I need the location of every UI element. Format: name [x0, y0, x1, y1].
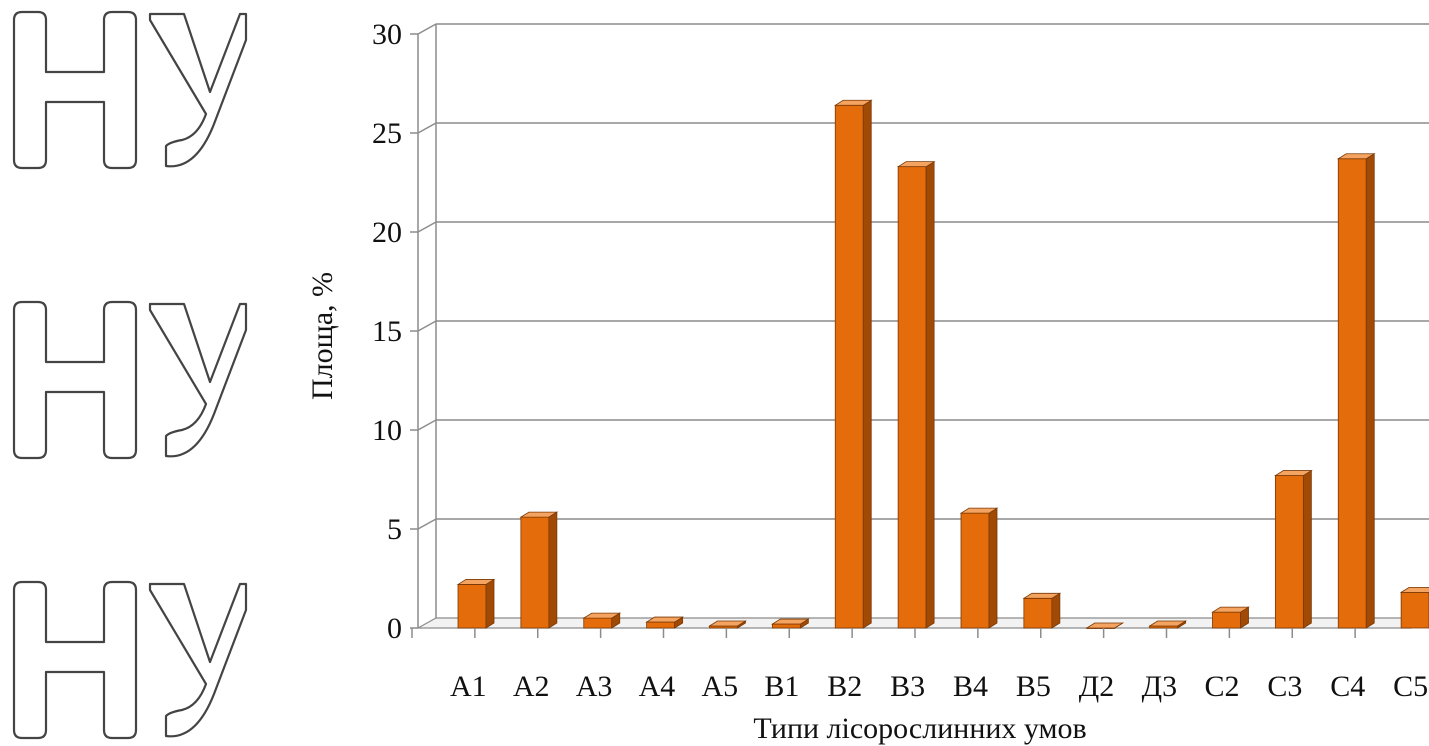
- bar-front: [520, 516, 550, 629]
- y-tick-label: 10: [372, 414, 402, 447]
- bar-side: [548, 511, 558, 629]
- bar-side: [988, 507, 998, 629]
- x-tick-label: A5: [702, 670, 739, 703]
- bar-side: [1302, 469, 1312, 629]
- watermark-letter-n: [12, 300, 138, 460]
- bar-top: [1148, 620, 1188, 627]
- bar-front: [771, 623, 801, 629]
- x-tick-label: A4: [639, 670, 676, 703]
- x-tick-label: B3: [890, 670, 925, 703]
- bar-front: [457, 584, 487, 629]
- bar-B5: [1022, 592, 1062, 629]
- bar-front: [1274, 475, 1304, 629]
- bar-top: [959, 507, 999, 514]
- bar-side: [1051, 592, 1061, 629]
- bar-B4: [959, 507, 999, 629]
- gridline-diagonal: [417, 419, 437, 431]
- bar-C3: [1273, 469, 1313, 629]
- bar-top: [645, 616, 685, 623]
- x-tick-label: Д3: [1142, 670, 1177, 703]
- x-tick-labels: A1 A2 A3 A4 A5 B1 B2 B3 B4 B5 Д2 Д3 C2 C3 C4 C5: [411, 628, 1428, 703]
- gridline-diagonal: [417, 518, 437, 530]
- watermark-logo: [12, 580, 248, 740]
- y-tick-label: 0: [387, 612, 402, 645]
- bar-Д2: [1085, 622, 1125, 629]
- bar-front: [1337, 158, 1367, 629]
- bar-side: [485, 578, 495, 629]
- y-tick-label: 5: [387, 513, 402, 546]
- bar-top: [1211, 606, 1250, 613]
- bar-front: [960, 512, 990, 629]
- bar-top: [1336, 153, 1376, 160]
- x-tick-label: C4: [1330, 670, 1365, 703]
- gridline-diagonal: [417, 122, 437, 134]
- bar-top: [1022, 592, 1062, 599]
- y-tick-label: 25: [372, 117, 402, 150]
- x-tick-label: A2: [513, 670, 550, 703]
- bar-B3: [896, 160, 936, 629]
- gridline-diagonal: [417, 320, 437, 332]
- x-axis-title: Типи лісорослинних умов: [753, 712, 1086, 745]
- bar-A3: [582, 612, 622, 629]
- bar-top: [708, 620, 747, 627]
- bar-front: [897, 166, 927, 629]
- y-axis-title: Площа, %: [306, 272, 339, 400]
- y-tick-labels: 0 5 10 15 20 25 30: [372, 18, 402, 645]
- bar-side: [1365, 153, 1375, 629]
- bar-side: [925, 160, 935, 629]
- bar-front: [834, 104, 864, 629]
- bar-B1: [770, 618, 810, 629]
- watermark-letter-u: [148, 302, 248, 458]
- x-tick-label: Д2: [1079, 670, 1114, 703]
- bar-top: [1399, 586, 1429, 593]
- bar-front: [1212, 611, 1241, 629]
- bar-top: [833, 99, 873, 106]
- bar-top: [582, 612, 622, 619]
- watermark-letter-n: [12, 580, 138, 740]
- gridline-diagonal: [417, 23, 437, 35]
- gridline-diagonal: [417, 221, 437, 233]
- bar-B2: [833, 99, 873, 629]
- bar-A4: [645, 616, 685, 629]
- y-tick-label: 20: [372, 216, 402, 249]
- y-tick-label: 30: [372, 18, 402, 51]
- watermark-letter-n: [12, 10, 138, 170]
- watermark-letter-u: [148, 12, 248, 168]
- watermark-logo: [12, 300, 248, 460]
- x-tick-label: B1: [764, 670, 799, 703]
- watermark-group: [12, 10, 248, 740]
- y-tick-label: 15: [372, 315, 402, 348]
- x-tick-label: A3: [576, 670, 613, 703]
- bar-C5: [1399, 586, 1429, 629]
- bar-top: [1085, 622, 1125, 629]
- x-tick-label: B4: [953, 670, 988, 703]
- bar-Д3: [1148, 620, 1188, 629]
- bar-front: [583, 617, 613, 629]
- watermark-logo: [12, 10, 248, 170]
- bar-A2: [519, 511, 559, 629]
- bar-front: [646, 621, 676, 629]
- x-tick-label: C2: [1205, 670, 1240, 703]
- x-tick-label: B2: [827, 670, 862, 703]
- bar-C2: [1211, 606, 1250, 629]
- bar-A1: [456, 578, 496, 629]
- watermark-letter-u: [148, 582, 248, 738]
- x-tick-label: C3: [1267, 670, 1302, 703]
- bar-C4: [1336, 153, 1376, 629]
- bar-top: [1273, 470, 1313, 476]
- bar-top: [770, 618, 810, 625]
- bar-A5: [708, 620, 747, 629]
- bar-top: [519, 511, 559, 518]
- bar-side: [862, 99, 872, 629]
- bar-front: [1400, 591, 1429, 629]
- bar-front: [1023, 597, 1053, 629]
- x-tick-label: B5: [1016, 670, 1051, 703]
- x-tick-label: A1: [450, 670, 487, 703]
- bar-top: [456, 579, 496, 585]
- x-tick-label: C5: [1393, 670, 1428, 703]
- bar-top: [896, 161, 936, 168]
- bars-group: [456, 99, 1429, 629]
